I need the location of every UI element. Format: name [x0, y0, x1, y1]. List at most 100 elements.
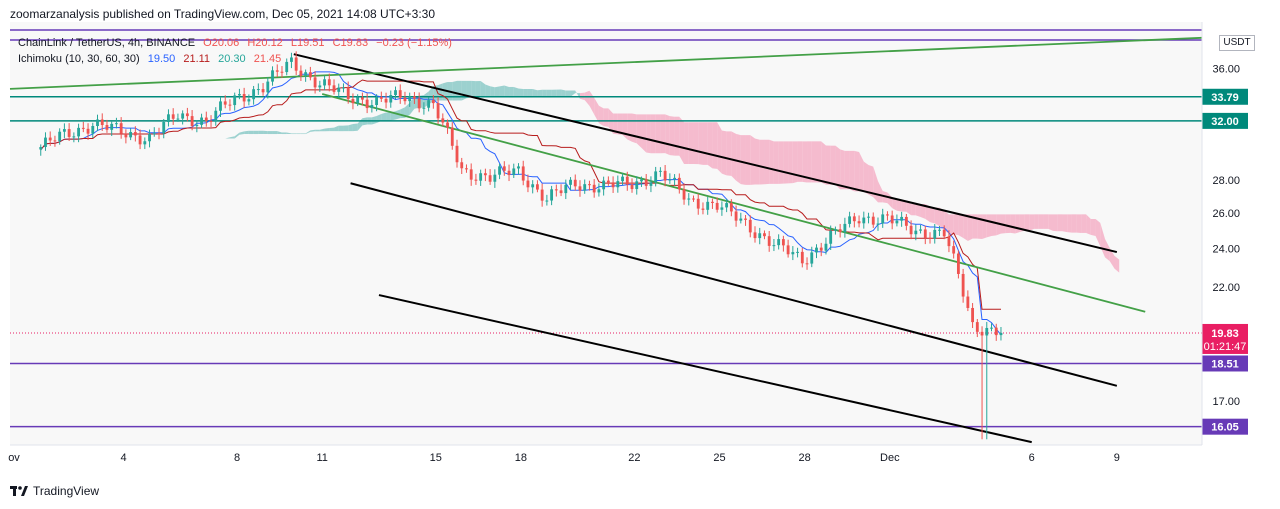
candle-body [592, 184, 596, 193]
cloud-segment [253, 130, 259, 135]
x-axis: ov 4 8 11 15 18 22 25 28 Dec 6 9 [8, 444, 1202, 464]
y-tick-label: 28.00 [1212, 175, 1240, 187]
candle-body [53, 140, 57, 142]
cloud-segment [1038, 214, 1044, 229]
candle-body [772, 245, 776, 247]
candle-body [521, 166, 525, 181]
cloud-segment [598, 105, 604, 127]
candle-body [271, 70, 274, 82]
cloud-segment [466, 80, 472, 99]
candle-body [668, 179, 672, 181]
cloud-segment [778, 141, 784, 184]
candle-body [115, 123, 118, 125]
cloud-segment [281, 132, 287, 135]
ohlc-close: C19.83 [332, 37, 369, 49]
candle-body [588, 184, 591, 186]
cloud-segment [811, 141, 817, 183]
candle-body [256, 89, 260, 91]
cloud-segment [1086, 214, 1091, 235]
candle-body [431, 100, 435, 104]
candle-body [682, 189, 686, 200]
cloud-segment [267, 131, 273, 135]
cloud-segment [1095, 219, 1101, 247]
cloud-segment [296, 133, 301, 135]
candle-body [394, 90, 397, 96]
candle-body [904, 216, 908, 226]
cloud-segment [480, 81, 486, 98]
cloud-segment [972, 214, 978, 239]
candle-body [39, 147, 43, 150]
candle-body [838, 229, 842, 232]
cloud-segment [792, 141, 798, 184]
currency-button[interactable]: USDT [1219, 35, 1255, 51]
cloud-segment [646, 114, 651, 154]
trendline [293, 53, 1118, 254]
cloud-segment [717, 122, 722, 174]
footer-brand[interactable]: TradingView [10, 484, 99, 498]
candle-body [100, 119, 104, 126]
trendline [378, 294, 1032, 444]
symbol-name[interactable]: ChainLink / TetherUS, 4h, BINANCE [18, 37, 196, 49]
cloud-segment [475, 81, 481, 98]
candle-body [138, 135, 142, 145]
candle-body [143, 141, 147, 145]
cloud-segment [244, 130, 249, 135]
candle-body [777, 239, 781, 246]
candle-body [554, 189, 558, 191]
candle-body [483, 173, 487, 176]
cloud-segment [636, 114, 642, 148]
cloud-segment [504, 85, 510, 98]
candle-body [285, 61, 289, 73]
candle-body [252, 89, 256, 100]
cloud-segment [991, 214, 997, 236]
cloud-segment [234, 132, 240, 139]
candle-body [290, 57, 293, 62]
x-tick-label: 4 [120, 452, 126, 464]
cloud-segment [982, 214, 987, 240]
candle-body [881, 214, 885, 224]
cloud-segment [967, 214, 973, 241]
candle-body [810, 252, 814, 264]
cloud-segment [854, 150, 860, 192]
candle-body [266, 81, 270, 93]
candle-body [886, 214, 889, 216]
cloud-segment [731, 131, 737, 181]
countdown-label: 01:21:47 [1204, 341, 1247, 353]
chart-area[interactable]: 33.79 32.00 18.51 16.05 19.83 01:21:47 36.00 2… [0, 22, 1280, 477]
candle-body [573, 179, 577, 187]
candle-body [843, 223, 847, 232]
candle-body [86, 128, 90, 134]
candle-body [493, 174, 497, 182]
candle-body [469, 169, 473, 180]
indicator-name[interactable]: Ichimoku (10, 30, 60, 30) [18, 53, 140, 65]
candle-body [176, 118, 180, 120]
cloud-segment [352, 123, 358, 132]
cloud-segment [830, 145, 836, 185]
cloud-segment [688, 122, 694, 165]
cloud-segment [338, 125, 344, 132]
candle-body [900, 216, 904, 221]
y-tick-label: 24.00 [1212, 243, 1240, 255]
candle-body [455, 145, 459, 163]
candle-body [781, 239, 785, 246]
candle-body [474, 179, 478, 181]
cloud-segment [263, 130, 268, 135]
candle-body [625, 176, 629, 185]
candle-body [237, 94, 241, 96]
cloud-segment [807, 141, 812, 183]
cloud-segment [1067, 214, 1072, 233]
candle-body [796, 251, 799, 253]
cloud-segment [1071, 214, 1077, 233]
ohlc-high: H20.12 [247, 37, 283, 49]
candle-body [658, 170, 662, 172]
candle-body [441, 118, 445, 123]
candle-body [304, 72, 308, 76]
cloud-segment [698, 122, 703, 165]
cloud-segment [452, 80, 457, 101]
x-tick-label: Dec [880, 452, 900, 464]
cloud-segment [565, 90, 571, 98]
cloud-segment [490, 86, 495, 98]
level-label-box [1202, 355, 1248, 372]
ich-value-spanA: 20.30 [218, 53, 246, 65]
